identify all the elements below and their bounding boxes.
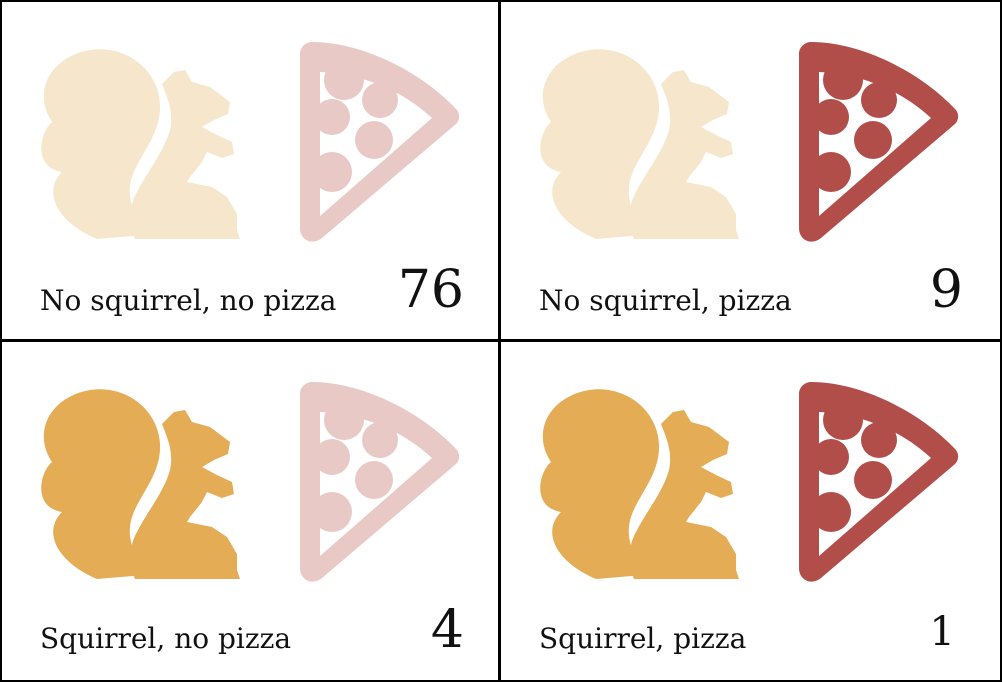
cell-icons [41, 382, 460, 582]
pizza-slice-icon [799, 42, 959, 242]
cell-icons [540, 382, 959, 582]
squirrel-icon [540, 49, 739, 240]
cell-squirrel-no-pizza: Squirrel, no pizza 4 [2, 342, 500, 681]
squirrel-icon [540, 389, 739, 579]
cell-no-squirrel-no-pizza: No squirrel, no pizza 76 [2, 2, 500, 341]
pizza-slice-icon [300, 382, 460, 582]
cell-label: Squirrel, no pizza [40, 622, 292, 655]
pizza-slice-icon [799, 382, 959, 582]
pizza-slice-icon [300, 42, 460, 242]
cell-icons [41, 42, 460, 242]
squirrel-icon [41, 389, 240, 579]
cell-squirrel-pizza: Squirrel, pizza 1 [501, 342, 999, 681]
horizontal-divider [0, 339, 1002, 342]
cell-count: 76 [397, 260, 464, 320]
squirrel-icon [41, 49, 240, 240]
cell-icons [540, 42, 959, 242]
cell-count: 9 [929, 260, 963, 320]
cell-label: No squirrel, pizza [539, 284, 792, 317]
cell-count: 1 [929, 609, 955, 655]
cell-label: Squirrel, pizza [539, 622, 747, 655]
cell-no-squirrel-pizza: No squirrel, pizza 9 [501, 2, 999, 341]
cell-count: 4 [430, 600, 464, 660]
cell-label: No squirrel, no pizza [40, 284, 337, 317]
